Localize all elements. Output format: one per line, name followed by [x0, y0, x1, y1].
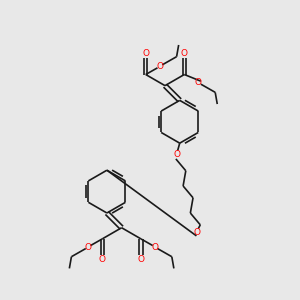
Text: O: O — [85, 242, 92, 251]
Text: O: O — [173, 150, 180, 159]
Text: O: O — [137, 255, 144, 264]
Text: O: O — [152, 242, 159, 251]
Text: O: O — [195, 78, 202, 87]
Text: O: O — [142, 50, 149, 58]
Text: O: O — [194, 228, 201, 237]
Text: O: O — [156, 62, 164, 71]
Text: O: O — [181, 50, 188, 58]
Text: O: O — [99, 255, 106, 264]
